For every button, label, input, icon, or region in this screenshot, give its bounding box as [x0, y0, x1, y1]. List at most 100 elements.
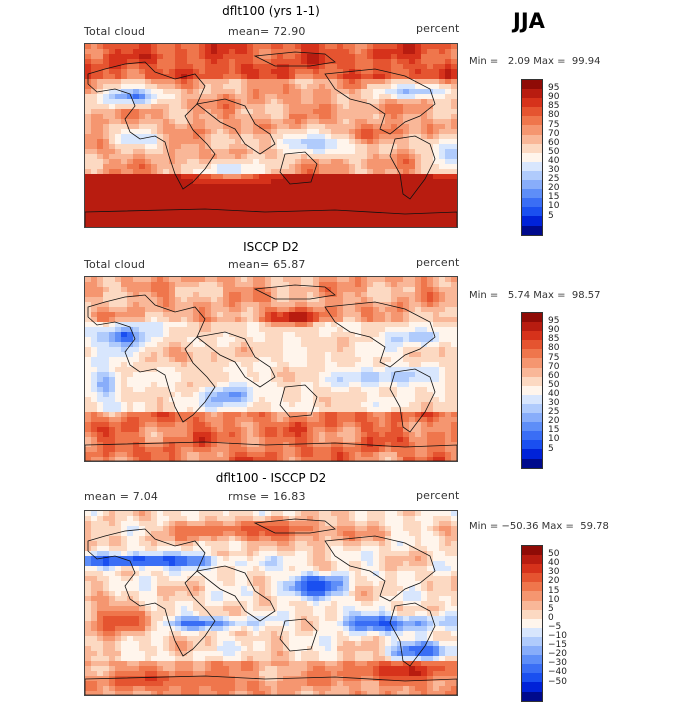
panel-2-map-svg — [85, 277, 457, 461]
colorbar-swatch — [522, 331, 542, 341]
coastline — [87, 528, 216, 657]
panel-2-colorbar: 95 90 85 80 75 70 60 50 40 30 25 20 15 10 5 — [521, 312, 559, 469]
colorbar-swatch — [522, 170, 542, 181]
colorbar-swatch — [522, 413, 542, 423]
colorbar-tick-label: 20 — [548, 183, 560, 194]
colorbar-tick-label: −50 — [548, 676, 567, 687]
colorbar-tick-label: 30 — [548, 398, 560, 408]
colorbar-swatch — [522, 116, 542, 126]
colorbar-swatch — [522, 573, 542, 583]
colorbar-swatch — [522, 682, 542, 692]
coastline — [196, 331, 276, 388]
colorbar-tick-label: −20 — [548, 649, 567, 660]
panel-3-map-svg — [85, 511, 457, 695]
colorbar-tick-label: 5 — [548, 603, 554, 614]
colorbar-tick-label: 75 — [548, 119, 560, 130]
map-field-cells — [85, 511, 457, 695]
panel-1-map-svg — [85, 44, 457, 227]
panel-3-minmax: Min = −50.36 Max = 59.78 — [469, 521, 609, 532]
panel-1-units-label: percent — [416, 22, 460, 35]
panel-3-mean-label: mean = 7.04 — [84, 490, 159, 503]
colorbar-swatch — [522, 198, 542, 208]
colorbar-tick-label: 25 — [548, 174, 560, 185]
colorbar-swatch — [522, 216, 542, 226]
colorbar-swatch — [522, 376, 542, 386]
colorbar-swatch — [522, 422, 542, 432]
colorbar-swatch — [522, 385, 542, 395]
colorbar-tick-label: 10 — [548, 594, 560, 605]
panel-1-minmax: Min = 2.09 Max = 99.94 — [469, 56, 601, 67]
panel-1-title: dflt100 (yrs 1-1) — [222, 4, 320, 18]
colorbar-swatch — [522, 403, 542, 414]
panel-3-map — [84, 510, 458, 696]
colorbar-swatch — [522, 618, 542, 628]
panel-1-variable-label: Total cloud — [84, 25, 146, 38]
colorbar-swatch — [522, 322, 542, 332]
coastline — [279, 618, 318, 652]
coastline-outlines — [85, 51, 457, 227]
colorbar-tick-label: −30 — [548, 658, 567, 669]
colorbar-tick-label: 80 — [548, 110, 560, 121]
colorbar-tick-label: −5 — [548, 621, 562, 632]
coastline — [324, 301, 436, 368]
colorbar-swatch — [522, 600, 542, 610]
colorbar-swatch — [522, 134, 542, 144]
colorbar-tick-label: 70 — [548, 128, 560, 139]
colorbar-tick-label: 5 — [548, 443, 554, 454]
panel-2-title: ISCCP D2 — [243, 240, 299, 254]
coastline — [196, 565, 276, 622]
coastline — [389, 368, 436, 433]
colorbar-tick-label: 10 — [548, 434, 560, 445]
colorbar-swatch — [522, 349, 542, 359]
colorbar-swatch — [522, 125, 542, 135]
map-field-cells — [85, 277, 457, 461]
colorbar-tick-label: 15 — [548, 585, 560, 596]
coastline — [253, 518, 336, 534]
colorbar-tick-label: 95 — [548, 83, 560, 94]
colorbar-swatch — [522, 582, 542, 592]
colorbar-swatch — [522, 449, 542, 459]
panel-2-mean-label: mean= 65.87 — [228, 258, 306, 271]
colorbar-swatch — [522, 340, 542, 350]
colorbar-swatch — [522, 161, 542, 171]
colorbar-swatch — [522, 655, 542, 665]
colorbar-swatch — [522, 207, 542, 217]
panel-1-map — [84, 43, 458, 228]
coastline — [253, 284, 336, 300]
colorbar-swatch — [522, 609, 542, 619]
colorbar-tick-label: 50 — [548, 146, 560, 157]
colorbar-swatch — [522, 358, 542, 368]
colorbar-tick-label: 40 — [548, 558, 560, 569]
panel-2-units-label: percent — [416, 256, 460, 269]
colorbar-tick-label: 80 — [548, 343, 560, 354]
colorbar-tick-label: 20 — [548, 416, 560, 427]
coastline — [85, 675, 457, 695]
colorbar-tick-label: 5 — [548, 210, 554, 221]
colorbar-swatch — [522, 627, 542, 637]
panel-3-units-label: percent — [416, 489, 460, 502]
colorbar-tick-label: 25 — [548, 407, 560, 418]
colorbar-tick-label: 20 — [548, 576, 560, 587]
colorbar-tick-label: 10 — [548, 201, 560, 212]
coastline — [253, 51, 336, 67]
colorbar-swatch — [522, 646, 542, 656]
colorbar-swatch — [522, 98, 542, 108]
colorbar-swatch — [522, 591, 542, 601]
colorbar-tick-label: 0 — [548, 612, 554, 623]
coastline — [324, 68, 436, 135]
coastline — [85, 441, 457, 461]
coastline — [279, 384, 318, 418]
colorbar-swatch — [522, 152, 542, 162]
colorbar-tick-label: 60 — [548, 370, 560, 381]
coastline — [279, 151, 318, 185]
panel-2-minmax: Min = 5.74 Max = 98.57 — [469, 290, 601, 301]
colorbar-tick-label: 95 — [548, 316, 560, 327]
colorbar-swatch — [522, 313, 542, 323]
colorbar-swatch — [522, 143, 542, 153]
colorbar-swatch — [522, 431, 542, 441]
coastline-outlines — [85, 518, 457, 695]
panel-3-colorbar: 50 40 30 20 15 10 5 0 −5 −10 −15 −20 −30 −40 −50 — [521, 545, 567, 702]
colorbar-tick-label: −40 — [548, 667, 567, 678]
colorbar-swatch — [522, 394, 542, 404]
colorbar-tick-label: 85 — [548, 101, 560, 112]
